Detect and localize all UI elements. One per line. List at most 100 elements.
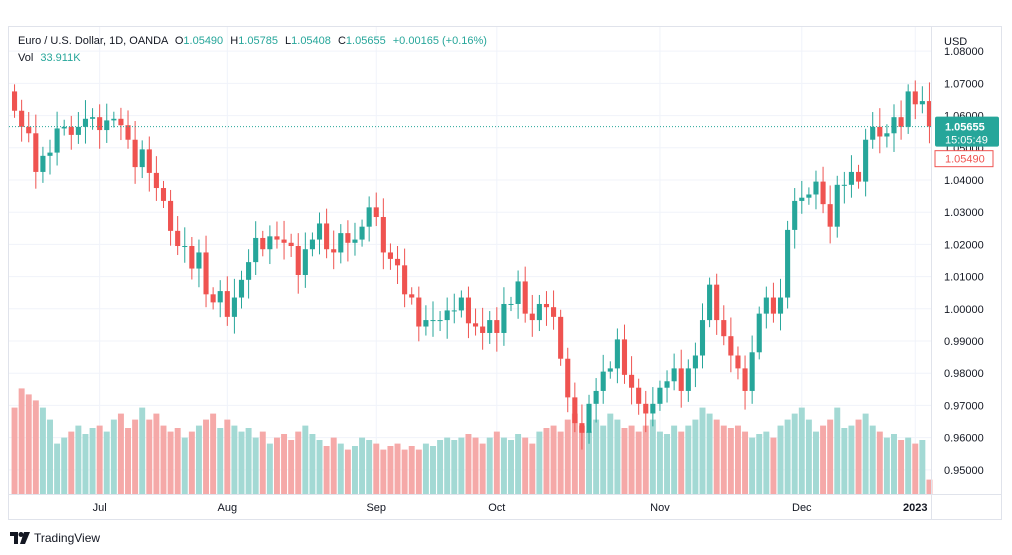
volume-bar [841,428,848,494]
volume-bar [883,437,890,494]
candle-body [132,139,138,168]
candle-body [536,303,542,321]
volume-bar [876,431,883,494]
price-tick-label: 0.95000 [944,465,984,477]
volume-bar [295,431,302,494]
candle-body [331,249,337,253]
volume-bar [713,419,720,494]
volume-bar [394,443,401,494]
candle-body [97,117,103,131]
volume-bar [607,413,614,494]
volume-bar [621,428,628,494]
ohlc-open-label: O [174,35,184,47]
candle-body [579,423,585,433]
candle-body [238,279,245,298]
volume-bar [451,440,458,494]
candle-body [409,294,415,298]
price-tick-label: 1.01000 [944,272,984,284]
candle-body [196,252,202,269]
volume-bar [557,431,564,494]
volume-bar [160,425,167,494]
volume-bar [543,428,550,494]
volume-bar [266,443,273,494]
volume-bar [734,425,741,494]
candle-body [47,152,53,156]
tradingview-logo[interactable]: TradingView [10,529,100,547]
volume-bar [578,425,585,494]
candle-body [543,303,550,308]
volume-bar [139,407,146,494]
candle-body [792,200,798,230]
volume-bar [366,440,373,494]
volume-bar [564,419,571,494]
volume-bar [784,419,791,494]
candle-body [650,403,656,414]
volume-bar [742,431,749,494]
volume-bar [32,400,39,494]
candle-body [671,368,677,382]
candle-body [926,101,933,127]
volume-bar [203,419,210,494]
candle-body [451,310,457,312]
candle-body [68,126,74,135]
ohlc-high-label: H [230,35,239,47]
volume-bar [408,446,415,494]
volume-bar [39,407,46,494]
candle-body [685,368,691,391]
volume-bar [309,434,316,494]
candle-body [664,381,670,388]
candle-body [19,110,25,127]
volume-bar [628,425,635,494]
volume-bar [522,437,529,494]
candle-body [870,126,876,140]
candle-body [224,291,230,317]
volume-bar [68,431,75,494]
volume-bar [210,413,217,494]
volume-bar [132,419,139,494]
candle-body [402,265,408,295]
volume-bar [387,446,394,494]
volume-bar [862,413,869,494]
candle-body [125,125,131,140]
candle-body [905,91,911,127]
candle-body [785,229,791,298]
price-chart[interactable]: USD1.080001.070001.060001.050001.040001.… [9,27,1001,519]
price-tick-label: 0.99000 [944,336,984,348]
candle-body [919,101,925,105]
candle-body [111,118,117,121]
candle-body [515,281,521,304]
volume-bar [756,434,763,494]
volume-bar [508,440,514,494]
price-tick-label: 1.04000 [944,175,984,187]
candle-body [614,339,620,369]
volume-bar [472,437,479,494]
candle-body [345,233,351,243]
volume-bar [678,431,685,494]
volume-bar [273,437,280,494]
volume-bar [181,437,188,494]
candle-body [678,368,684,391]
time-tick-label: Aug [218,502,238,514]
volume-bar [465,434,472,494]
candle-body [175,230,181,247]
volume-bar [671,425,678,494]
volume-bar [536,431,543,494]
volume-bar [96,425,103,494]
candle-body [600,371,606,391]
ohlc-high-value: 1.05785 [238,35,278,47]
volume-bar [820,425,827,494]
volume-bar [82,434,89,494]
candle-body [721,320,727,337]
candle-body [203,252,209,295]
volume-bar [75,425,82,494]
candle-body [416,297,422,327]
chart-frame: USD 1.08000 1.07000 1.06000 1.05000 1.04000 1.… [8,26,1002,520]
candle-body [82,118,89,127]
candle-body [714,284,720,321]
volume-bar [18,388,25,494]
time-tick-label: Dec [792,502,812,514]
volume-bar [281,434,288,494]
volume-bar [926,479,933,494]
candle-body [359,226,365,240]
candle-body [643,403,649,414]
